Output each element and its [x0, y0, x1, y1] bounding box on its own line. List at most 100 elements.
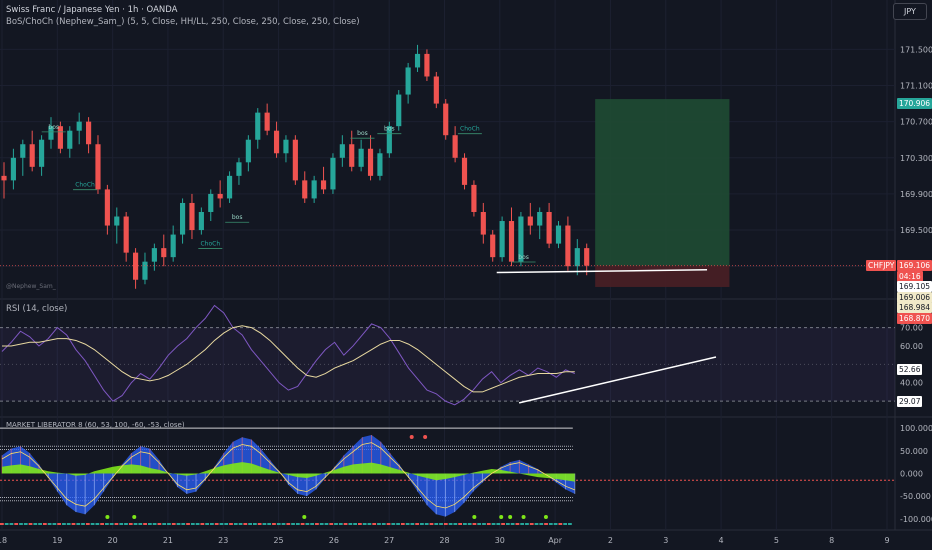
rsi-legend[interactable]: RSI (14, close): [6, 304, 67, 314]
osc-status-strip: [71, 523, 76, 525]
time-tick-label: 25: [273, 536, 283, 545]
osc-status-strip: [477, 523, 482, 525]
osc-status-strip: [124, 523, 128, 525]
osc-status-strip: [539, 523, 544, 525]
osc-status-strip: [252, 523, 257, 525]
osc-status-strip: [210, 523, 214, 525]
candle-body: [461, 157, 468, 185]
osc-status-strip: [214, 523, 219, 525]
symbol-legend[interactable]: Swiss Franc / Japanese Yen · 1h · OANDA: [6, 5, 177, 15]
osc-status-strip: [114, 523, 119, 525]
osc-status-strip: [167, 523, 171, 525]
candle-body: [518, 216, 524, 262]
osc-status-strip: [529, 523, 534, 525]
osc-status-strip: [405, 523, 410, 525]
candle-body: [527, 216, 533, 226]
osc-status-strip: [510, 523, 515, 525]
osc-status-strip: [486, 523, 491, 525]
candle-body: [161, 248, 167, 258]
watermark-text: @Nephew_Sam_: [6, 283, 56, 290]
osc-status-strip: [400, 523, 405, 525]
price-tag: 169.106: [897, 260, 932, 272]
osc-status-strip: [219, 523, 224, 525]
candle-body: [76, 121, 82, 131]
osc-status-strip: [14, 523, 19, 525]
candle-body: [39, 139, 45, 167]
osc-status-strip: [544, 523, 548, 525]
target-zone: [595, 99, 730, 266]
osc-status-strip: [248, 523, 252, 525]
osc-tick-label: -50.000: [900, 492, 931, 501]
osc-status-strip: [205, 523, 210, 525]
osc-status-strip: [138, 523, 143, 525]
osc-status-strip: [233, 523, 238, 525]
currency-button[interactable]: JPY: [893, 3, 927, 20]
candle-body: [565, 225, 571, 267]
osc-status-strip: [463, 523, 467, 525]
time-tick-label: 28: [439, 536, 449, 545]
candle-body: [10, 157, 16, 181]
osc-status-strip: [243, 523, 248, 525]
indicator-legend[interactable]: BoS/ChoCh (Nephew_Sam_) (5, 5, Close, HH…: [6, 17, 360, 27]
candle-body: [208, 193, 214, 212]
candle-body: [311, 180, 317, 199]
osc-status-strip: [439, 523, 443, 525]
osc-legend[interactable]: MARKET LIBERATOR 8 (60, 53, 100, -60, -5…: [6, 421, 185, 429]
osc-status-strip: [482, 523, 486, 525]
osc-status-strip: [563, 523, 568, 525]
candle-body: [349, 144, 355, 167]
osc-status-strip: [520, 523, 525, 525]
osc-status-strip: [372, 523, 377, 525]
osc-status-strip: [324, 523, 329, 525]
osc-status-strip: [181, 523, 186, 525]
osc-signal-dot: [105, 515, 110, 519]
osc-status-strip: [143, 523, 147, 525]
osc-status-strip: [496, 523, 501, 525]
time-tick-label: 20: [108, 536, 118, 545]
time-tick-label: Apr: [548, 536, 563, 545]
osc-status-strip: [305, 523, 310, 525]
candle-body: [245, 139, 251, 163]
candle-body: [217, 193, 223, 199]
candle-body: [386, 126, 392, 154]
osc-status-strip: [338, 523, 343, 525]
osc-status-strip: [4, 523, 9, 525]
candle-body: [546, 211, 552, 244]
osc-status-strip: [548, 523, 553, 525]
watermark: @Nephew_Sam_: [6, 283, 56, 290]
price-tag: 169.105: [897, 281, 932, 293]
osc-status-strip: [291, 523, 295, 525]
osc-signal-dot: [521, 515, 526, 519]
osc-status-strip: [47, 523, 52, 525]
price-tag: 168.984: [897, 302, 932, 314]
osc-signal-dot: [132, 515, 137, 519]
osc-tick-label: -100.000: [900, 515, 932, 524]
candle-body: [584, 248, 590, 266]
osc-status-strip: [171, 523, 176, 525]
osc-title: MARKET LIBERATOR 8 (60, 53, 100, -60, -5…: [6, 421, 185, 429]
osc-status-strip: [52, 523, 57, 525]
candle-body: [471, 184, 477, 212]
osc-status-strip: [42, 523, 47, 525]
osc-tick-label: 0.000: [900, 470, 923, 479]
time-tick-label: 27: [384, 536, 394, 545]
price-tag: 169.006: [897, 291, 932, 303]
osc-signal-dot: [302, 515, 307, 519]
time-tick-label: 4: [719, 536, 724, 545]
time-tick-label: 21: [163, 536, 173, 545]
osc-status-strip: [334, 523, 338, 525]
osc-status-strip: [410, 523, 415, 525]
rsi-value-tag: 52.66: [897, 364, 923, 376]
candle-body: [189, 202, 195, 231]
osc-status-strip: [76, 523, 81, 525]
candle-body: [452, 135, 458, 158]
osc-status-strip: [224, 523, 229, 525]
osc-status-strip: [0, 523, 4, 525]
symbol-title: Swiss Franc / Japanese Yen · 1h · OANDA: [6, 5, 178, 15]
rsi-tick-label: 40.00: [900, 379, 923, 388]
osc-status-strip: [133, 523, 138, 525]
osc-status-strip: [568, 523, 572, 525]
candle-body: [1, 175, 7, 181]
osc-status-strip: [109, 523, 114, 525]
